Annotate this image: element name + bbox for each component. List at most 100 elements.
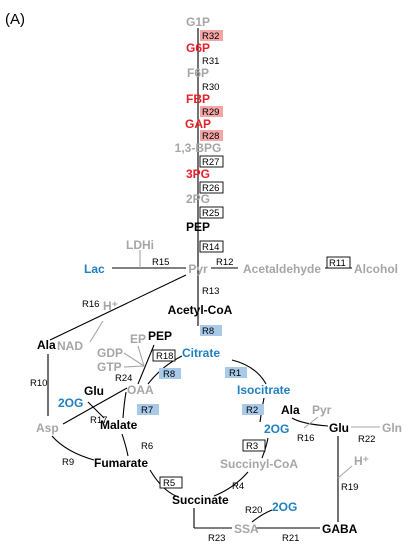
metabolite-acetyl-coa: Acetyl-CoA — [168, 303, 233, 317]
gtp-line — [123, 365, 145, 368]
reaction-r31: R31 — [202, 56, 219, 67]
asp-fumarate-arc — [51, 435, 95, 461]
reaction-r20: R20 — [245, 505, 262, 516]
reaction-r26: R26 — [202, 183, 219, 194]
reaction-r7: R7 — [141, 405, 153, 416]
reaction-box-r3 — [242, 439, 266, 452]
metabolite-pyr: Pyr — [188, 262, 208, 276]
reaction-r17: R17 — [90, 415, 107, 426]
fumarate-malate-arc — [121, 433, 129, 457]
citrate-isocitrate-arc — [231, 359, 267, 385]
reaction-box-r18 — [152, 349, 176, 362]
reaction-box-r32 — [200, 30, 223, 41]
reaction-r16a: R16 — [82, 299, 99, 310]
reaction-r14: R14 — [202, 242, 219, 253]
metabolite-g1p: G1P — [186, 15, 210, 29]
reaction-box-r8a — [200, 325, 222, 336]
metabolite-citrate: Citrate — [182, 346, 220, 360]
metabolite-gaba: GABA — [322, 522, 358, 536]
metabolite-acetaldehyde: Acetaldehyde — [243, 262, 321, 276]
reaction-r21: R21 — [282, 533, 299, 544]
reaction-r9: R9 — [62, 457, 74, 468]
metabolite-isocitrate: Isocitrate — [237, 383, 291, 397]
reaction-box-r27 — [199, 155, 224, 168]
reaction-r11: R11 — [329, 258, 346, 269]
metabolite-ep: EP — [130, 332, 146, 346]
metabolite-pyr-2: Pyr — [312, 403, 332, 417]
reaction-box-r1 — [225, 367, 247, 378]
metabolite-hplus-1: H⁺ — [103, 299, 118, 313]
reaction-r4: R4 — [232, 481, 244, 492]
glu-2og-line — [87, 401, 105, 419]
gdp-line — [123, 352, 145, 367]
metabolite-lac: Lac — [84, 262, 105, 276]
reaction-box-r8b — [159, 368, 181, 379]
reaction-r12: R12 — [216, 257, 233, 268]
metabolite-pep: PEP — [186, 220, 210, 234]
reaction-r18: R18 — [156, 351, 173, 362]
reaction-r8b: R8 — [163, 369, 175, 380]
ala-glu-line — [291, 417, 329, 427]
reaction-box-r25 — [199, 206, 224, 219]
metabolite-malate: Malate — [100, 418, 138, 432]
metabolite-succinyl-coa: Succinyl-CoA — [220, 457, 298, 471]
reaction-box-r29 — [200, 106, 223, 117]
metabolite-2og-2: 2OG — [264, 422, 289, 436]
metabolite-glu-2: Glu — [329, 421, 349, 435]
reaction-r15: R15 — [152, 257, 169, 268]
metabolite-fbp: FBP — [186, 92, 210, 106]
ssa-2og-arc — [251, 509, 273, 523]
reaction-box-r14 — [199, 240, 224, 253]
metabolite-ldhi: LDHi — [126, 238, 154, 252]
ep-line — [137, 345, 145, 367]
metabolite-f6p: F6P — [187, 66, 209, 80]
pyr-transamination-line — [303, 416, 319, 429]
metabolite-fumarate: Fumarate — [94, 456, 148, 470]
metabolite-2pg: 2PG — [186, 192, 210, 206]
oaa-pep-line — [137, 344, 155, 385]
metabolite-13bpg: 1,3-BPG — [175, 141, 222, 155]
nad-hplus-line — [89, 320, 104, 343]
metabolite-asp: Asp — [36, 421, 59, 435]
metabolite-2og-3: 2OG — [272, 500, 297, 514]
reaction-box-r26 — [199, 181, 224, 194]
metabolite-2og-1: 2OG — [58, 396, 83, 410]
metabolite-glu-1: Glu — [84, 384, 104, 398]
reaction-r10: R10 — [30, 378, 47, 389]
reaction-box-r28 — [200, 130, 223, 141]
succinylcoa-succinate-arc — [213, 471, 249, 497]
reaction-r5: R5 — [163, 478, 175, 489]
panel-label: (A) — [5, 11, 25, 28]
metabolite-alcohol: Alcohol — [354, 262, 398, 276]
asp-oaa-line — [62, 387, 128, 425]
reaction-r22: R22 — [358, 434, 375, 445]
metabolite-succinate: Succinate — [172, 493, 229, 507]
metabolite-ala-1: Ala — [37, 338, 56, 352]
metabolite-gln: Gln — [382, 421, 402, 435]
metabolite-ssa: SSA — [234, 522, 259, 536]
reaction-box-r7 — [137, 404, 159, 415]
reaction-box-r2 — [242, 404, 264, 415]
metabolite-gtp: GTP — [97, 360, 122, 374]
metabolite-gap: GAP — [185, 117, 211, 131]
metabolite-gdp: GDP — [97, 346, 123, 360]
reaction-r24: R24 — [115, 373, 132, 384]
reaction-r19: R19 — [341, 482, 358, 493]
reaction-r30: R30 — [202, 82, 219, 93]
reaction-r29: R29 — [202, 107, 219, 118]
reaction-r25: R25 — [202, 208, 219, 219]
metabolite-pep-2: PEP — [148, 329, 172, 343]
reaction-r6: R6 — [141, 441, 153, 452]
reaction-r27: R27 — [202, 157, 219, 168]
metabolite-hplus-2: H⁺ — [354, 454, 369, 468]
reaction-box-r5 — [159, 476, 183, 489]
metabolite-nad: NAD — [57, 339, 83, 353]
reaction-r28: R28 — [202, 131, 219, 142]
reaction-r32: R32 — [202, 31, 219, 42]
reaction-r2: R2 — [246, 405, 258, 416]
2og-succinylcoa-arc — [261, 437, 269, 459]
reaction-box-r11 — [326, 256, 351, 269]
reaction-r1: R1 — [229, 368, 241, 379]
